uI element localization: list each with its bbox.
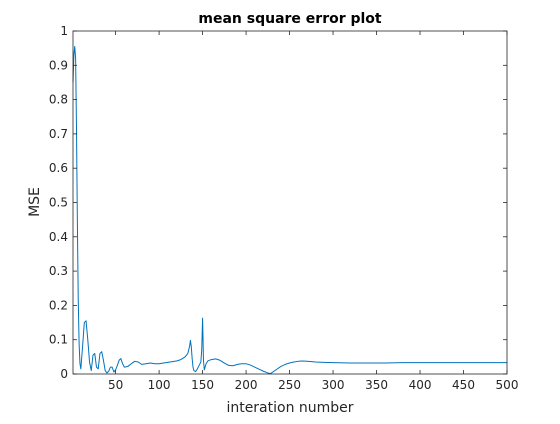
x-tick-label: 500 — [496, 378, 519, 392]
plot-area-background — [73, 31, 507, 374]
y-tick-label: 0.4 — [49, 230, 68, 244]
y-tick-label: 0.9 — [49, 58, 68, 72]
y-tick-label: 0.2 — [49, 298, 68, 312]
x-tick-label: 400 — [409, 378, 432, 392]
axes-box — [72, 30, 508, 375]
x-tick-label: 50 — [108, 378, 123, 392]
x-tick-label: 150 — [191, 378, 214, 392]
chart-title: mean square error plot — [198, 11, 382, 27]
y-tick-label: 0 — [60, 367, 68, 381]
x-tick-label: 300 — [322, 378, 345, 392]
y-tick-label: 0.3 — [49, 264, 68, 278]
ticks-layer: 50 100 150 200 250 300 350 400 450 500 0 0.1 0.2 0.3 0… — [49, 24, 519, 392]
y-tick-label: 1 — [60, 24, 68, 38]
y-tick-label: 0.1 — [49, 333, 68, 347]
series-line-1 — [72, 45, 507, 375]
y-tick-label: 0.7 — [49, 127, 68, 141]
x-tick-label: 250 — [278, 378, 301, 392]
y-tick-label: 0.6 — [49, 161, 68, 175]
series-layer — [72, 45, 507, 375]
x-tick-label: 200 — [235, 378, 258, 392]
y-tick-label: 0.8 — [49, 93, 68, 107]
y-axis-label: MSE — [27, 187, 43, 217]
y-tick-label: 0.5 — [49, 196, 68, 210]
x-tick-label: 100 — [148, 378, 171, 392]
x-tick-label: 450 — [452, 378, 475, 392]
x-axis-label: interation number — [226, 400, 353, 416]
x-tick-label: 350 — [365, 378, 388, 392]
